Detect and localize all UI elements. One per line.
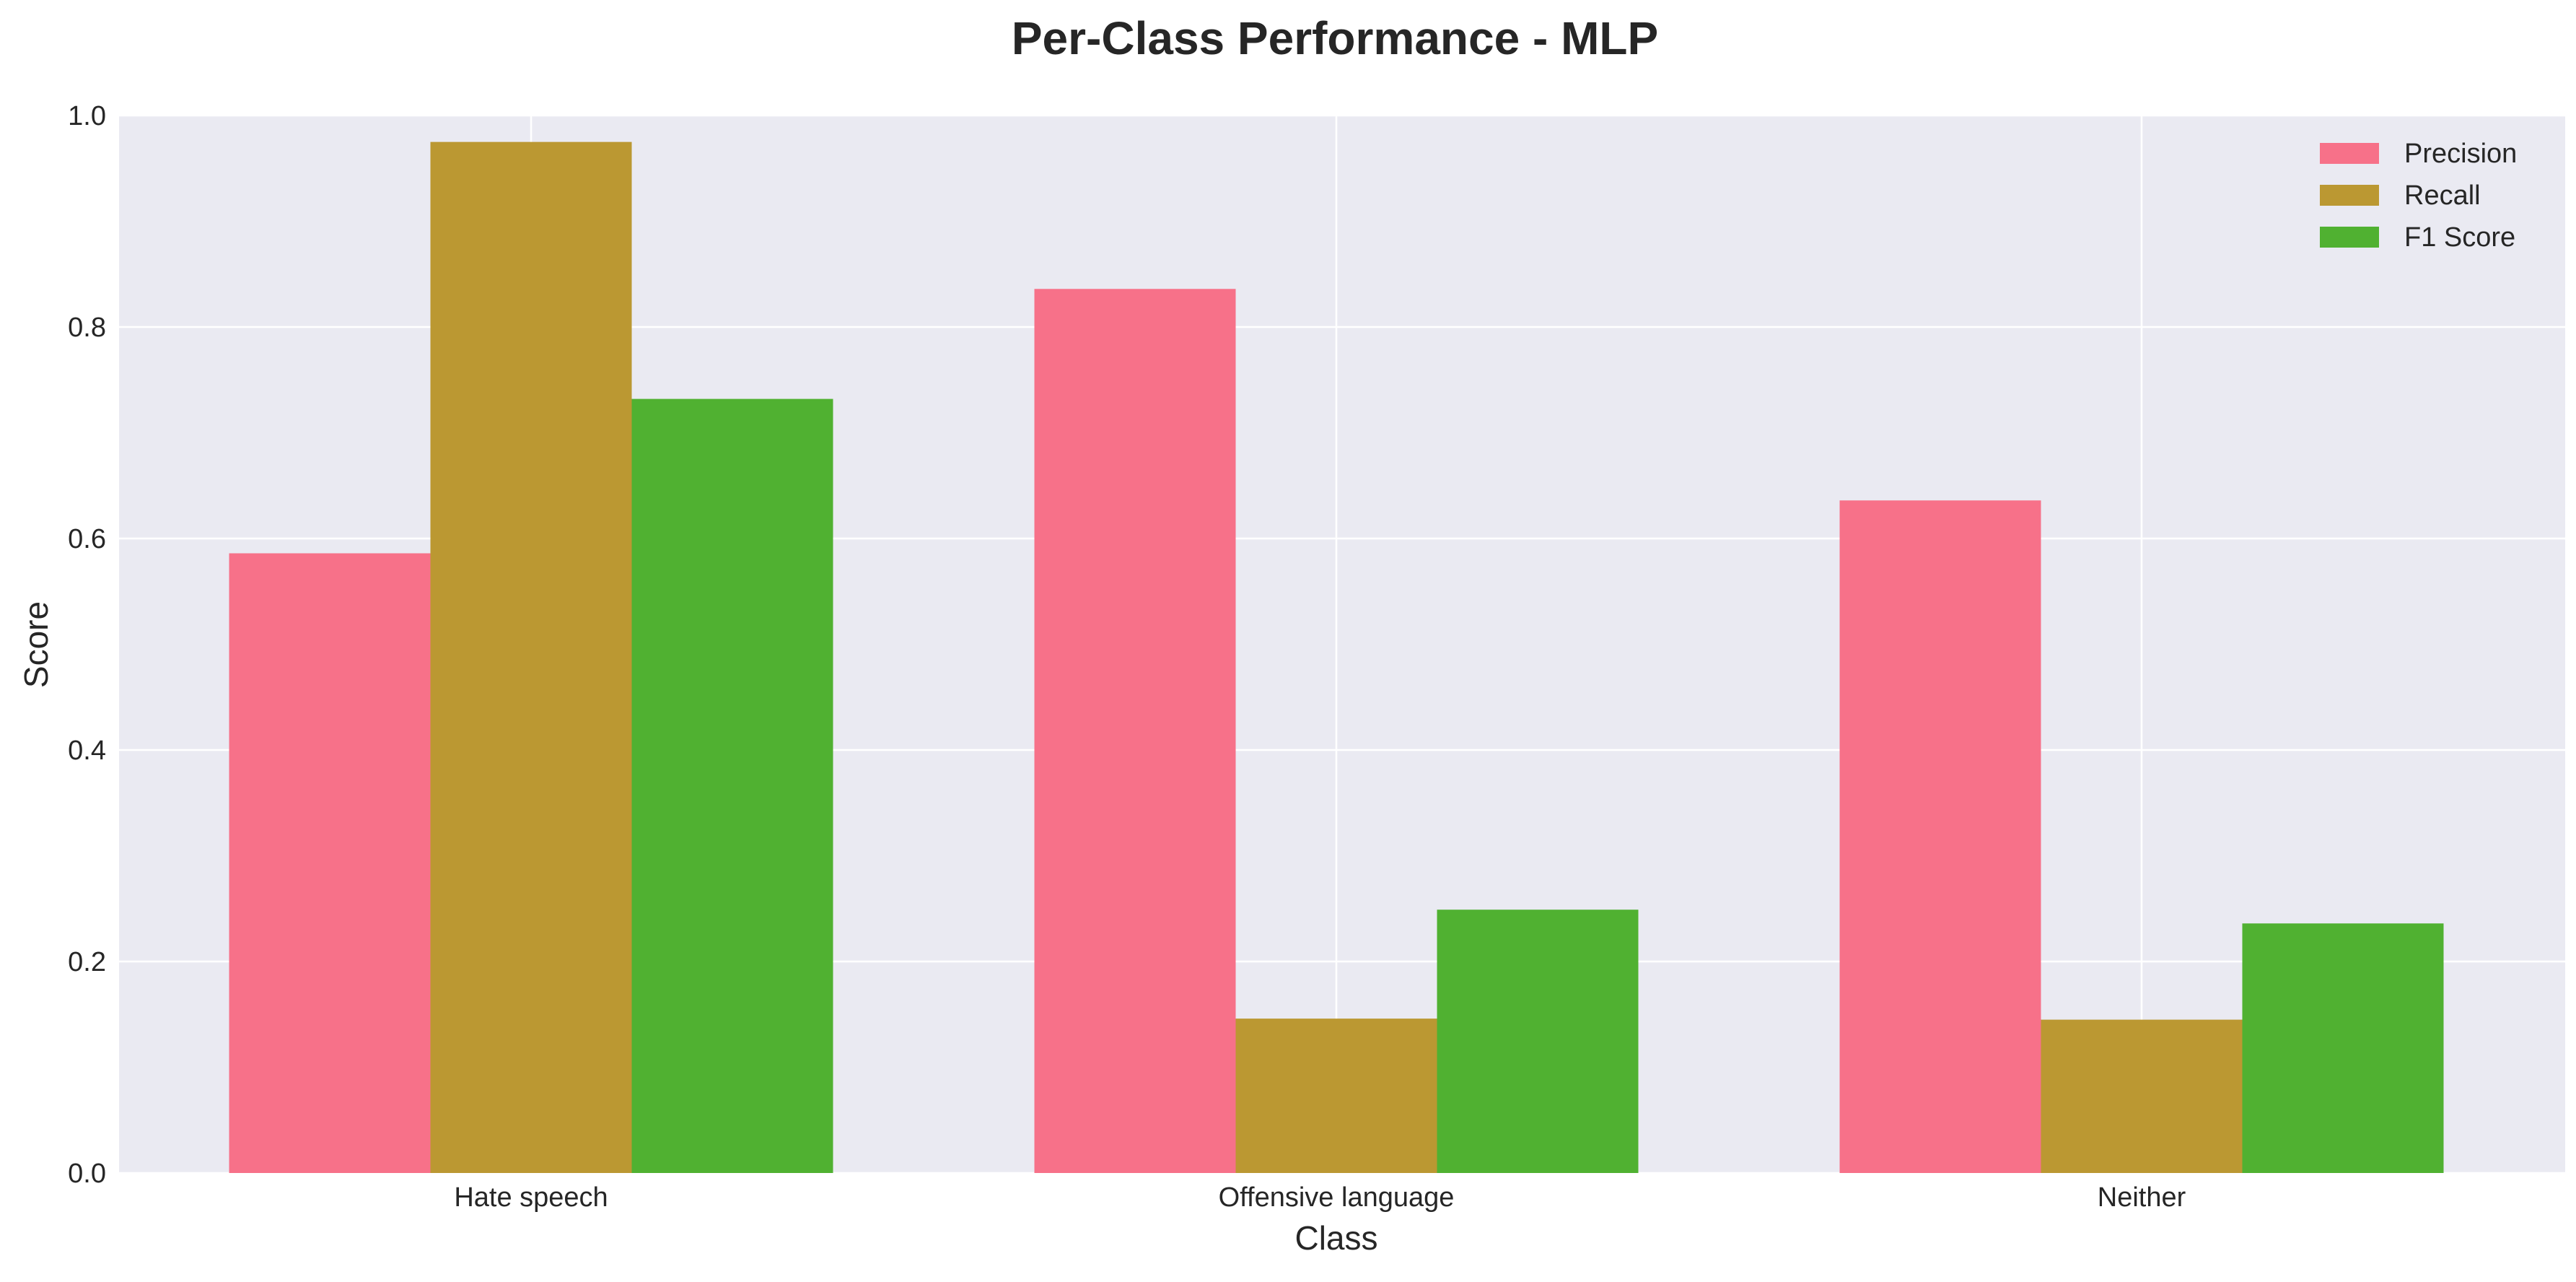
legend-label: F1 Score — [2404, 222, 2515, 253]
legend-label: Recall — [2404, 180, 2481, 211]
chart-title: Per-Class Performance - MLP — [1012, 12, 1658, 64]
y-tick-label: 0.2 — [68, 947, 106, 977]
x-tick-label: Hate speech — [454, 1182, 608, 1213]
legend-swatch — [2320, 227, 2379, 248]
bar-f1-score-hate-speech — [631, 398, 833, 1173]
bar-precision-neither — [1839, 500, 2041, 1173]
bar-precision-offensive-language — [1034, 289, 1236, 1173]
x-axis-ticks: Hate speech Offensive language Neither — [454, 1182, 2186, 1213]
y-tick-label: 0.4 — [68, 736, 106, 766]
legend-swatch — [2320, 143, 2379, 164]
legend-swatch — [2320, 185, 2379, 206]
bar-f1-score-offensive-language — [1437, 910, 1639, 1173]
bar-f1-score-neither — [2242, 923, 2444, 1173]
x-axis-label: Class — [1294, 1219, 1377, 1257]
bar-recall-offensive-language — [1235, 1019, 1437, 1173]
y-axis-ticks: 0.0 0.2 0.4 0.6 0.8 1.0 — [68, 101, 106, 1189]
y-tick-label: 1.0 — [68, 101, 106, 131]
y-tick-label: 0.6 — [68, 524, 106, 554]
x-tick-label: Offensive language — [1219, 1182, 1455, 1213]
x-tick-label: Neither — [2098, 1182, 2186, 1213]
legend: Precision Recall F1 Score — [2320, 139, 2517, 253]
bar-recall-neither — [2041, 1019, 2243, 1173]
bar-recall-hate-speech — [430, 141, 632, 1173]
bars — [229, 141, 2444, 1173]
y-tick-label: 0.8 — [68, 313, 106, 343]
y-axis-label: Score — [17, 601, 55, 688]
legend-label: Precision — [2404, 139, 2517, 169]
bar-precision-hate-speech — [229, 553, 431, 1173]
y-tick-label: 0.0 — [68, 1159, 106, 1189]
